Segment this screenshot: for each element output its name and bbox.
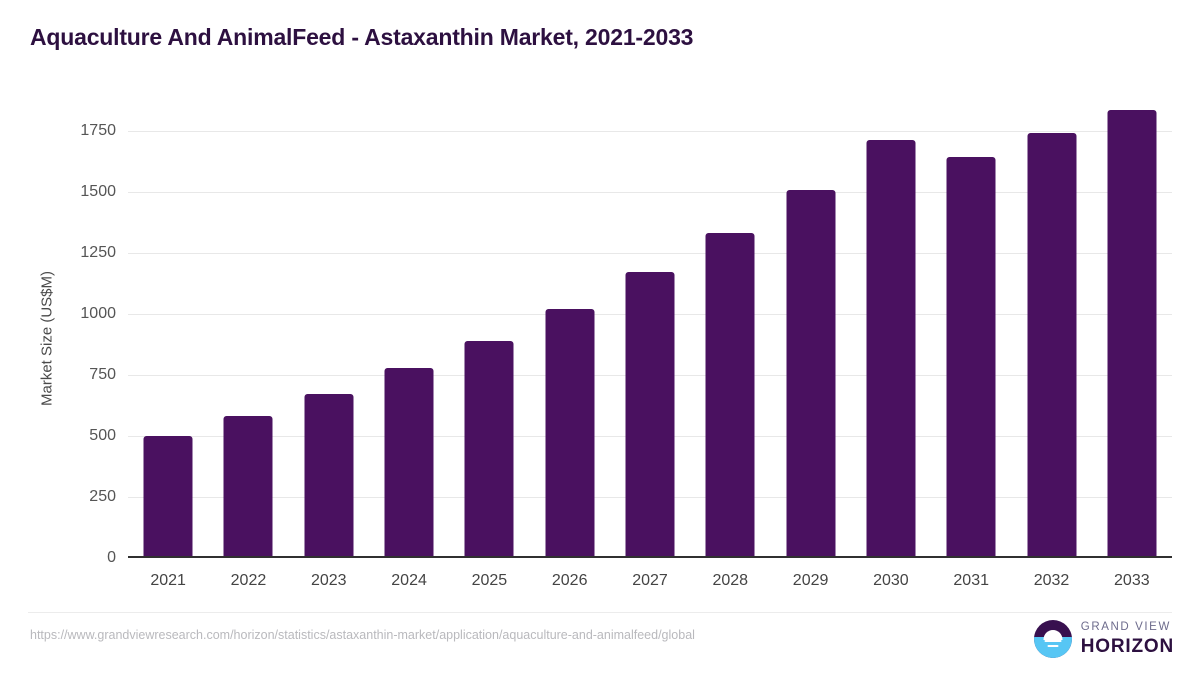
x-tick-label: 2024 [391, 572, 427, 589]
x-tick-label: 2021 [150, 572, 186, 589]
x-tick-label: 2032 [1033, 572, 1070, 589]
horizon-water-half [1033, 636, 1072, 658]
bar[interactable] [545, 309, 595, 558]
bar-group[interactable]: 2027 [610, 100, 690, 589]
bar-group[interactable]: 2029 [770, 100, 850, 589]
bar[interactable] [304, 393, 354, 558]
bar[interactable] [786, 189, 836, 558]
y-tick-label: 750 [89, 365, 116, 383]
bar[interactable] [705, 232, 755, 558]
x-tick-label: 2026 [551, 572, 588, 589]
bar-series: 2021 2022 2023 2024 2025 2026 2027 2028 2029 2030… [128, 100, 1172, 589]
x-tick-label: 2023 [310, 572, 347, 589]
y-tick-label: 1500 [80, 182, 116, 200]
x-tick-label: 2030 [873, 572, 909, 589]
horizon-sun-icon [1033, 620, 1072, 658]
bar-group[interactable]: 2024 [369, 100, 449, 589]
horizon-ray-top [1044, 639, 1062, 643]
bar-group[interactable]: 2033 [1092, 100, 1172, 589]
y-tick-label: 1000 [80, 304, 116, 322]
grand-view-horizon-logo[interactable]: GRAND VIEW HORIZON [1033, 620, 1174, 658]
bar-group[interactable]: 2032 [1011, 100, 1091, 589]
y-tick-label: 1250 [80, 243, 116, 261]
bar-group[interactable]: 2021 [128, 100, 208, 589]
y-tick-label: 0 [107, 549, 116, 566]
y-tick-label: 500 [89, 426, 116, 444]
y-axis-title: Market Size (US$M) [38, 270, 56, 407]
bar[interactable] [143, 435, 193, 558]
bar[interactable] [1107, 109, 1157, 558]
bar-group[interactable]: 2030 [851, 100, 931, 589]
x-tick-label: 2031 [953, 572, 989, 589]
x-tick-label: 2033 [1114, 572, 1150, 589]
gridline [128, 191, 1172, 193]
bar[interactable] [1027, 133, 1077, 558]
bar-group[interactable]: 2026 [530, 100, 610, 589]
horizon-dome-shape [1043, 630, 1063, 640]
x-tick-label: 2022 [230, 572, 267, 589]
logo-line-horizon: HORIZON [1080, 635, 1174, 657]
y-tick-label: 1750 [80, 121, 116, 139]
x-tick-label: 2025 [471, 572, 508, 589]
source-url[interactable]: https://www.grandviewresearch.com/horizo… [30, 628, 695, 642]
bar-group[interactable]: 2025 [449, 100, 529, 589]
bar[interactable] [464, 340, 514, 558]
x-tick-label: 2028 [712, 572, 749, 589]
logo-line-grand-view: GRAND VIEW [1080, 621, 1171, 634]
x-axis-baseline [128, 556, 1172, 558]
gridline [128, 130, 1172, 132]
bar[interactable] [223, 416, 273, 558]
bar[interactable] [866, 140, 916, 558]
footer-divider [28, 612, 1172, 613]
bar-group[interactable]: 2031 [931, 100, 1011, 589]
bar[interactable] [384, 368, 434, 558]
bar-group[interactable]: 2022 [208, 100, 288, 589]
horizon-ray-bottom [1047, 644, 1059, 648]
plot-area: 0 250 500 750 1000 1250 1500 1750 2021 2022 2023 2… [80, 100, 1172, 589]
bar[interactable] [625, 272, 675, 558]
x-tick-label: 2027 [632, 572, 668, 589]
bar[interactable] [946, 157, 996, 558]
bar-group[interactable]: 2028 [690, 100, 770, 589]
x-tick-label: 2029 [792, 572, 829, 589]
page-title: Aquaculture And AnimalFeed - Astaxanthin… [30, 24, 694, 50]
gridline [128, 252, 1172, 254]
y-tick-label: 250 [89, 487, 116, 505]
logo-wordmark: GRAND VIEW HORIZON [1081, 622, 1174, 656]
bar-group[interactable]: 2023 [289, 100, 369, 589]
